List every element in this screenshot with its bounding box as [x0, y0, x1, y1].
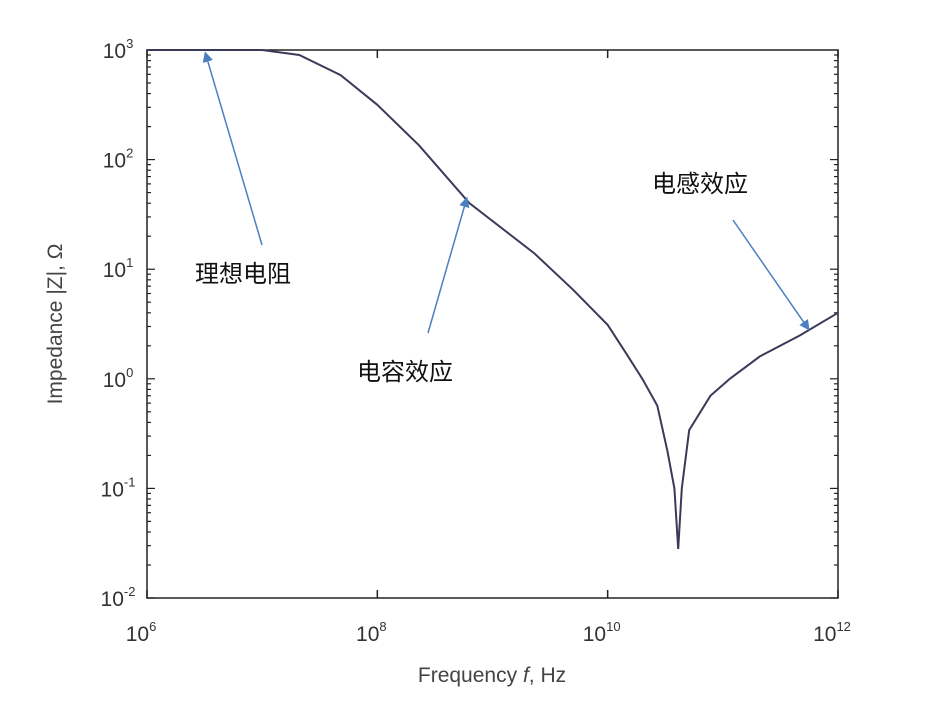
- y-tick-label: 10-2: [101, 584, 136, 611]
- y-tick-label: 102: [103, 146, 134, 173]
- y-tick-label: 100: [103, 365, 134, 392]
- y-tick-label: 103: [103, 36, 134, 63]
- annotation-label: 理想电阻: [195, 260, 291, 288]
- impedance-curve: [147, 49, 839, 550]
- y-tick-label: 10-1: [101, 474, 136, 501]
- y-tick-label: 101: [103, 255, 134, 282]
- x-tick-label: 106: [126, 619, 157, 646]
- plot-area: [146, 49, 839, 599]
- annotation-arrow: [427, 196, 470, 334]
- annotation-arrow: [732, 219, 810, 331]
- y-axis-label: Impedance |Z|, Ω: [44, 244, 67, 405]
- x-axis-label: Frequency f, Hz: [418, 664, 566, 687]
- annotation-arrow: [202, 51, 263, 246]
- x-tick-label: 1010: [583, 619, 621, 646]
- annotation-label: 电容效应: [357, 358, 453, 386]
- x-tick-label: 1012: [813, 619, 851, 646]
- x-tick-label: 108: [356, 619, 387, 646]
- annotation-label: 电感效应: [652, 170, 748, 198]
